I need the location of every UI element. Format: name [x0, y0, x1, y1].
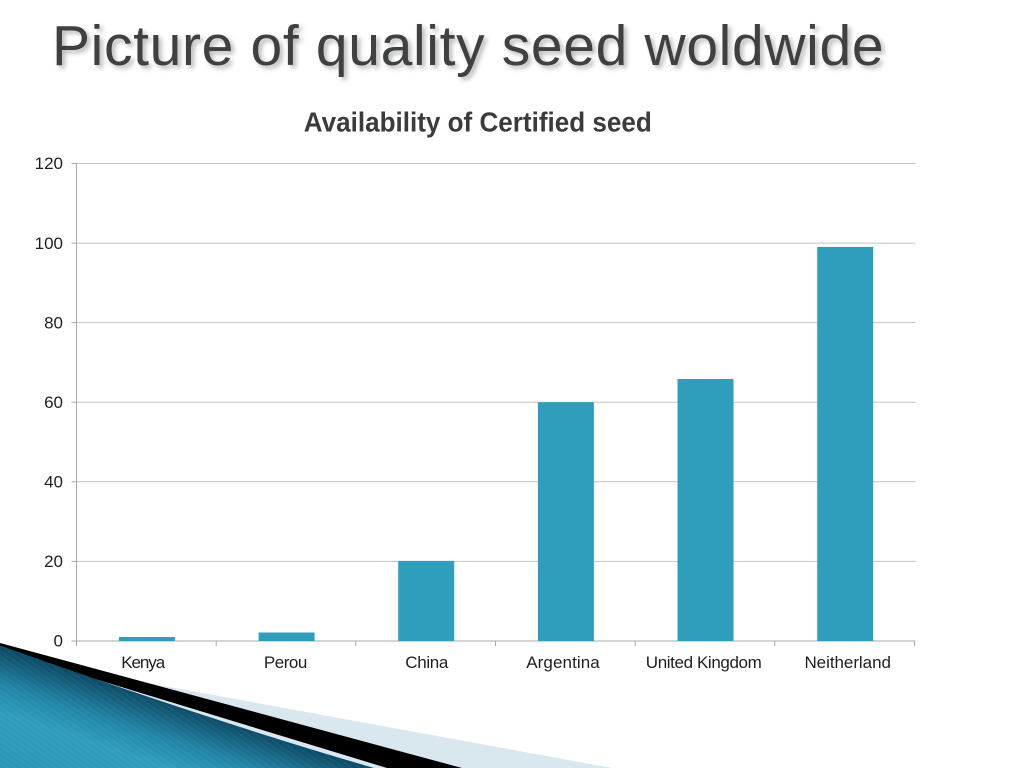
svg-text:80: 80 [44, 313, 63, 332]
svg-text:China: China [405, 653, 449, 672]
svg-text:120: 120 [35, 154, 63, 173]
svg-text:Argentina: Argentina [526, 653, 600, 672]
svg-text:100: 100 [35, 234, 63, 253]
svg-text:40: 40 [44, 473, 63, 492]
svg-text:20: 20 [44, 552, 63, 571]
svg-text:Availability of Certified seed: Availability of Certified seed [304, 107, 652, 138]
svg-text:Perou: Perou [264, 653, 308, 672]
svg-text:Kenya: Kenya [121, 653, 166, 672]
svg-text:0: 0 [54, 632, 63, 651]
svg-text:United Kingdom: United Kingdom [646, 653, 762, 672]
svg-text:60: 60 [44, 393, 63, 412]
svg-text:Neitherland: Neitherland [804, 653, 891, 672]
